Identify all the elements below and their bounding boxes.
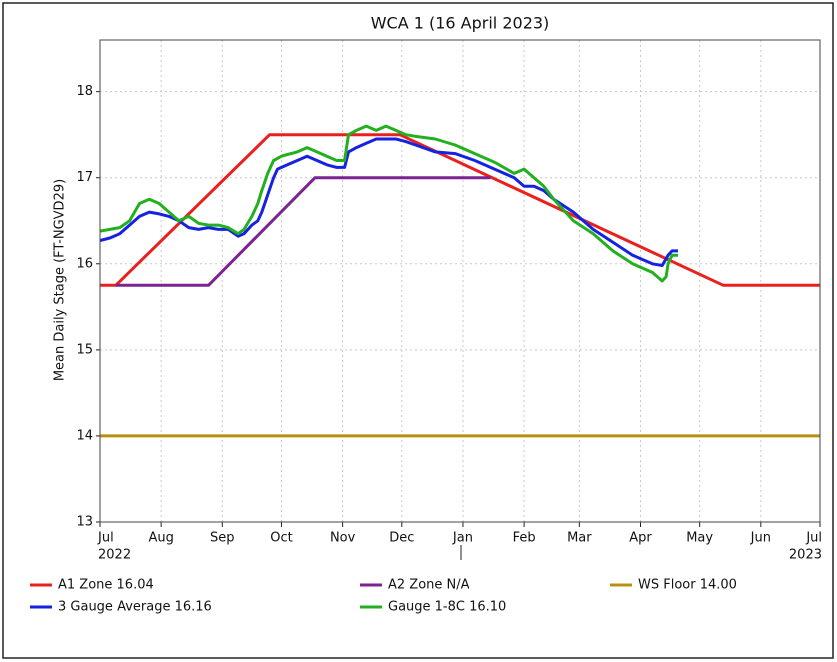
x-tick-label: May <box>686 531 713 546</box>
x-tick-label: Jul <box>97 531 114 546</box>
x-tick-label: Jan <box>452 531 473 546</box>
year-label: 2022 <box>98 548 131 563</box>
x-tick-label: Jun <box>750 531 771 546</box>
year-label: 2023 <box>789 548 822 563</box>
x-tick-label: Apr <box>629 531 652 546</box>
y-axis-label: Mean Daily Stage (FT-NGVD29) <box>53 179 68 381</box>
legend-label: WS Floor 14.00 <box>638 578 737 593</box>
series-line <box>100 133 820 287</box>
y-tick-label: 15 <box>76 342 93 357</box>
x-tick-label: Mar <box>567 531 592 546</box>
y-tick-label: 14 <box>76 428 93 443</box>
x-tick-label: Aug <box>148 531 173 546</box>
y-tick-label: 18 <box>76 84 93 99</box>
chart-title: WCA 1 (16 April 2023) <box>371 14 550 33</box>
y-tick-label: 17 <box>76 170 93 185</box>
legend-label: 3 Gauge Average 16.16 <box>58 600 212 615</box>
x-tick-label: Feb <box>513 531 536 546</box>
legend-label: Gauge 1-8C 16.10 <box>388 600 506 615</box>
x-tick-label: Jul <box>805 531 822 546</box>
legend-label: A1 Zone 16.04 <box>58 578 154 593</box>
x-tick-label: Sep <box>210 531 235 546</box>
y-tick-label: 13 <box>76 515 93 530</box>
x-tick-label: Oct <box>270 531 292 546</box>
series-line <box>99 124 678 283</box>
legend-label: A2 Zone N/A <box>388 578 470 593</box>
plot-border <box>99 39 821 523</box>
y-tick-label: 16 <box>76 256 93 271</box>
x-tick-label: Dec <box>389 531 414 546</box>
series-line <box>99 137 678 267</box>
series-line <box>115 176 491 287</box>
x-tick-label: Nov <box>330 531 356 546</box>
